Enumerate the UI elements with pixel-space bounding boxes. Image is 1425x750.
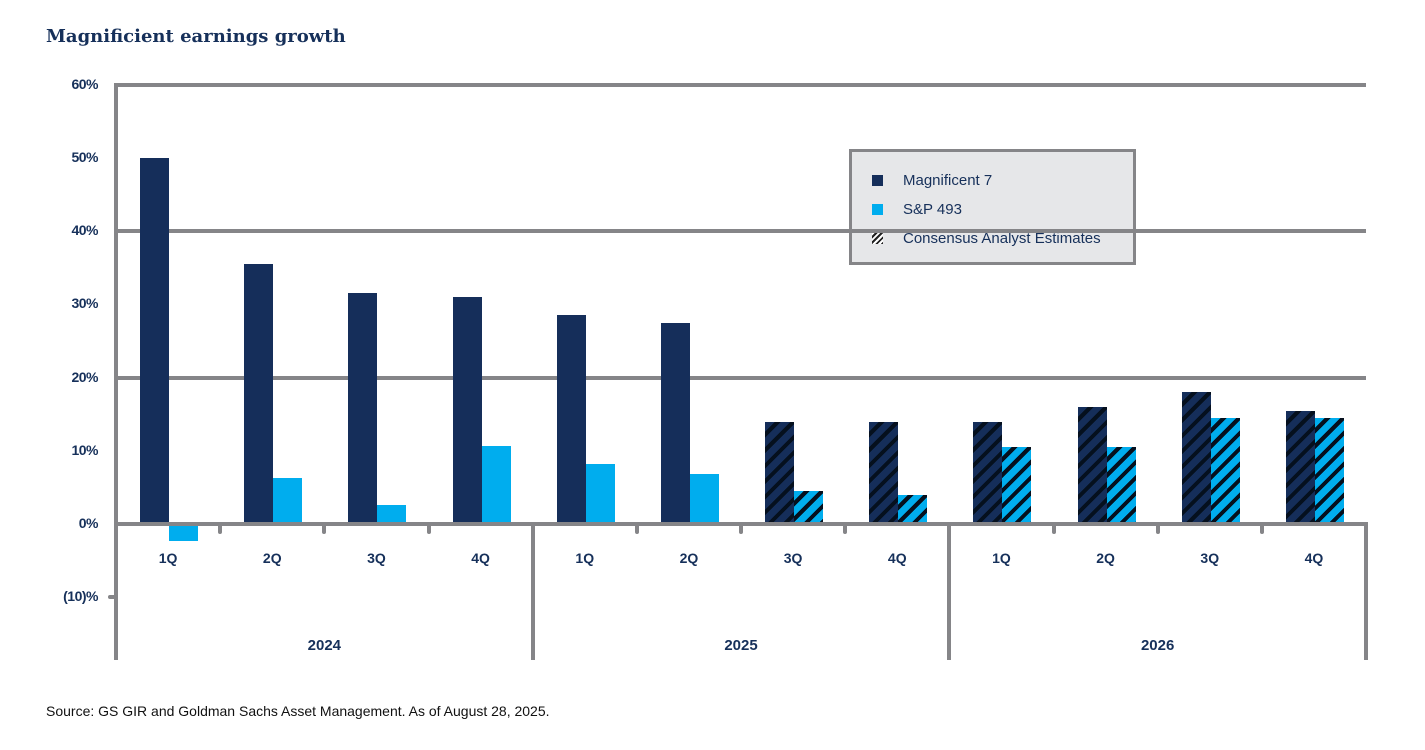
hatch-icon (872, 233, 883, 244)
x-tick-label: 1Q (158, 550, 178, 566)
x-tick-mark (739, 526, 743, 534)
bar-magnificent-7 (244, 264, 274, 524)
y-tick-label: 60% (71, 75, 98, 92)
legend-item-sp493: S&P 493 (872, 201, 962, 218)
y-tick-label: (10)% (63, 588, 98, 605)
x-tick-label: 1Q (575, 550, 595, 566)
year-separator (114, 524, 118, 660)
bar-magnificent-7 (452, 297, 482, 524)
x-tick-label: 1Q (992, 550, 1011, 566)
x-tick-mark (843, 526, 848, 534)
x-tick-label: 4Q (471, 550, 490, 566)
x-tick-label: 4Q (887, 550, 907, 566)
square-cyan-icon (872, 204, 883, 215)
x-tick-label: 2Q (1096, 550, 1115, 566)
year-separator (530, 524, 535, 660)
bar-magnificent-7 (348, 293, 378, 524)
bar-sp-493 (794, 491, 823, 524)
x-tick-mark (1155, 526, 1160, 534)
source-note: Source: GS GIR and Goldman Sachs Asset M… (46, 703, 550, 719)
chart-title: Magnificient earnings growth (46, 26, 346, 47)
bar-magnificent-7 (869, 421, 899, 524)
y-tick-label: 0% (78, 515, 99, 531)
x-tick-mark (1051, 526, 1056, 534)
x-tick-mark (218, 526, 223, 534)
x-tick-label: 2Q (679, 550, 699, 566)
gridline (116, 375, 1366, 380)
gridline (116, 82, 1366, 87)
bar-magnificent-7 (556, 315, 586, 524)
x-year-label: 2025 (724, 637, 758, 654)
x-tick-label: 2Q (262, 550, 282, 566)
y-tick-label: 10% (71, 441, 98, 458)
x-tick-mark (1259, 526, 1264, 534)
bar-magnificent-7 (765, 421, 794, 524)
x-year-label: 2024 (307, 637, 342, 654)
x-year-label: 2026 (1140, 637, 1175, 654)
bar-sp-493 (585, 463, 615, 524)
legend-label: Magnificent 7 (903, 172, 993, 189)
y-tick-label: 30% (71, 295, 98, 312)
bar-magnificent-7 (1181, 392, 1211, 524)
y-tick-mark (108, 595, 116, 600)
bar-sp-493 (1314, 417, 1344, 524)
x-tick-mark (322, 526, 327, 534)
bar-sp-493 (1210, 417, 1240, 524)
bar-sp-493 (1002, 447, 1032, 524)
y-tick-label: 20% (71, 368, 98, 385)
bar-sp-493 (377, 504, 407, 524)
legend-item-m7: Magnificent 7 (872, 172, 992, 189)
x-tick-label: 3Q (367, 550, 386, 566)
legend-label: Consensus Analyst Estimates (903, 230, 1101, 247)
bar-sp-493 (1106, 447, 1136, 524)
bar-sp-493 (273, 477, 303, 524)
x-tick-label: 3Q (1200, 550, 1220, 566)
bar-sp-493 (898, 494, 928, 524)
y-tick-label: 40% (71, 222, 98, 239)
bar-magnificent-7 (660, 322, 690, 524)
x-tick-mark (634, 526, 639, 534)
bar-magnificent-7 (973, 421, 1003, 524)
bar-sp-493 (169, 526, 198, 541)
y-axis-line (114, 82, 118, 658)
bar-magnificent-7 (140, 158, 169, 524)
x-tick-label: 4Q (1304, 550, 1324, 566)
bar-magnificent-7 (1077, 406, 1107, 524)
y-tick-label: 50% (71, 149, 98, 165)
bar-sp-493 (481, 445, 511, 524)
x-tick-label: 3Q (783, 550, 803, 566)
x-axis-line (116, 522, 1368, 526)
legend-label: S&P 493 (903, 201, 962, 218)
legend: Magnificent 7 S&P 493 Consensus Analyst … (849, 149, 1136, 265)
square-navy-icon (872, 175, 883, 186)
bar-sp-493 (689, 474, 719, 524)
legend-item-estimates: Consensus Analyst Estimates (872, 230, 1101, 247)
year-separator (947, 524, 952, 660)
x-tick-mark (426, 526, 431, 534)
year-separator (1364, 524, 1368, 660)
bar-magnificent-7 (1285, 410, 1315, 524)
gridline (116, 229, 1366, 234)
